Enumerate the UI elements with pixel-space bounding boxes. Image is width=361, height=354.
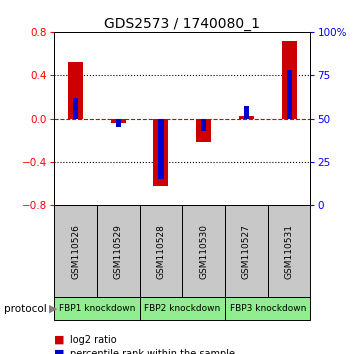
Text: GSM110526: GSM110526 — [71, 224, 80, 279]
Text: FBP1 knockdown: FBP1 knockdown — [59, 304, 135, 313]
Text: percentile rank within the sample: percentile rank within the sample — [70, 349, 235, 354]
Bar — [116, 119, 121, 127]
Text: GSM110531: GSM110531 — [284, 224, 293, 279]
Bar — [239, 116, 254, 119]
Text: protocol: protocol — [4, 304, 46, 314]
Text: GSM110530: GSM110530 — [199, 224, 208, 279]
Title: GDS2573 / 1740080_1: GDS2573 / 1740080_1 — [104, 17, 260, 31]
Text: ▶: ▶ — [49, 304, 57, 314]
Bar — [111, 119, 126, 123]
Text: GSM110527: GSM110527 — [242, 224, 251, 279]
Text: FBP3 knockdown: FBP3 knockdown — [230, 304, 306, 313]
Bar — [140, 297, 225, 320]
Bar — [287, 70, 292, 119]
Text: FBP2 knockdown: FBP2 knockdown — [144, 304, 221, 313]
Bar — [268, 205, 310, 297]
Bar — [196, 119, 211, 142]
Bar — [225, 297, 310, 320]
Text: GSM110528: GSM110528 — [156, 224, 165, 279]
Bar — [244, 107, 249, 119]
Text: ■: ■ — [54, 335, 65, 345]
Bar — [68, 62, 83, 119]
Bar — [282, 41, 297, 119]
Bar — [54, 297, 140, 320]
Bar — [73, 98, 78, 119]
Bar — [201, 119, 206, 131]
Bar — [54, 205, 97, 297]
Bar — [182, 205, 225, 297]
Bar — [153, 119, 169, 186]
Text: log2 ratio: log2 ratio — [70, 335, 117, 345]
Text: GSM110529: GSM110529 — [114, 224, 123, 279]
Bar — [158, 119, 164, 179]
Text: ■: ■ — [54, 349, 65, 354]
Bar — [140, 205, 182, 297]
Bar — [225, 205, 268, 297]
Bar — [97, 205, 140, 297]
